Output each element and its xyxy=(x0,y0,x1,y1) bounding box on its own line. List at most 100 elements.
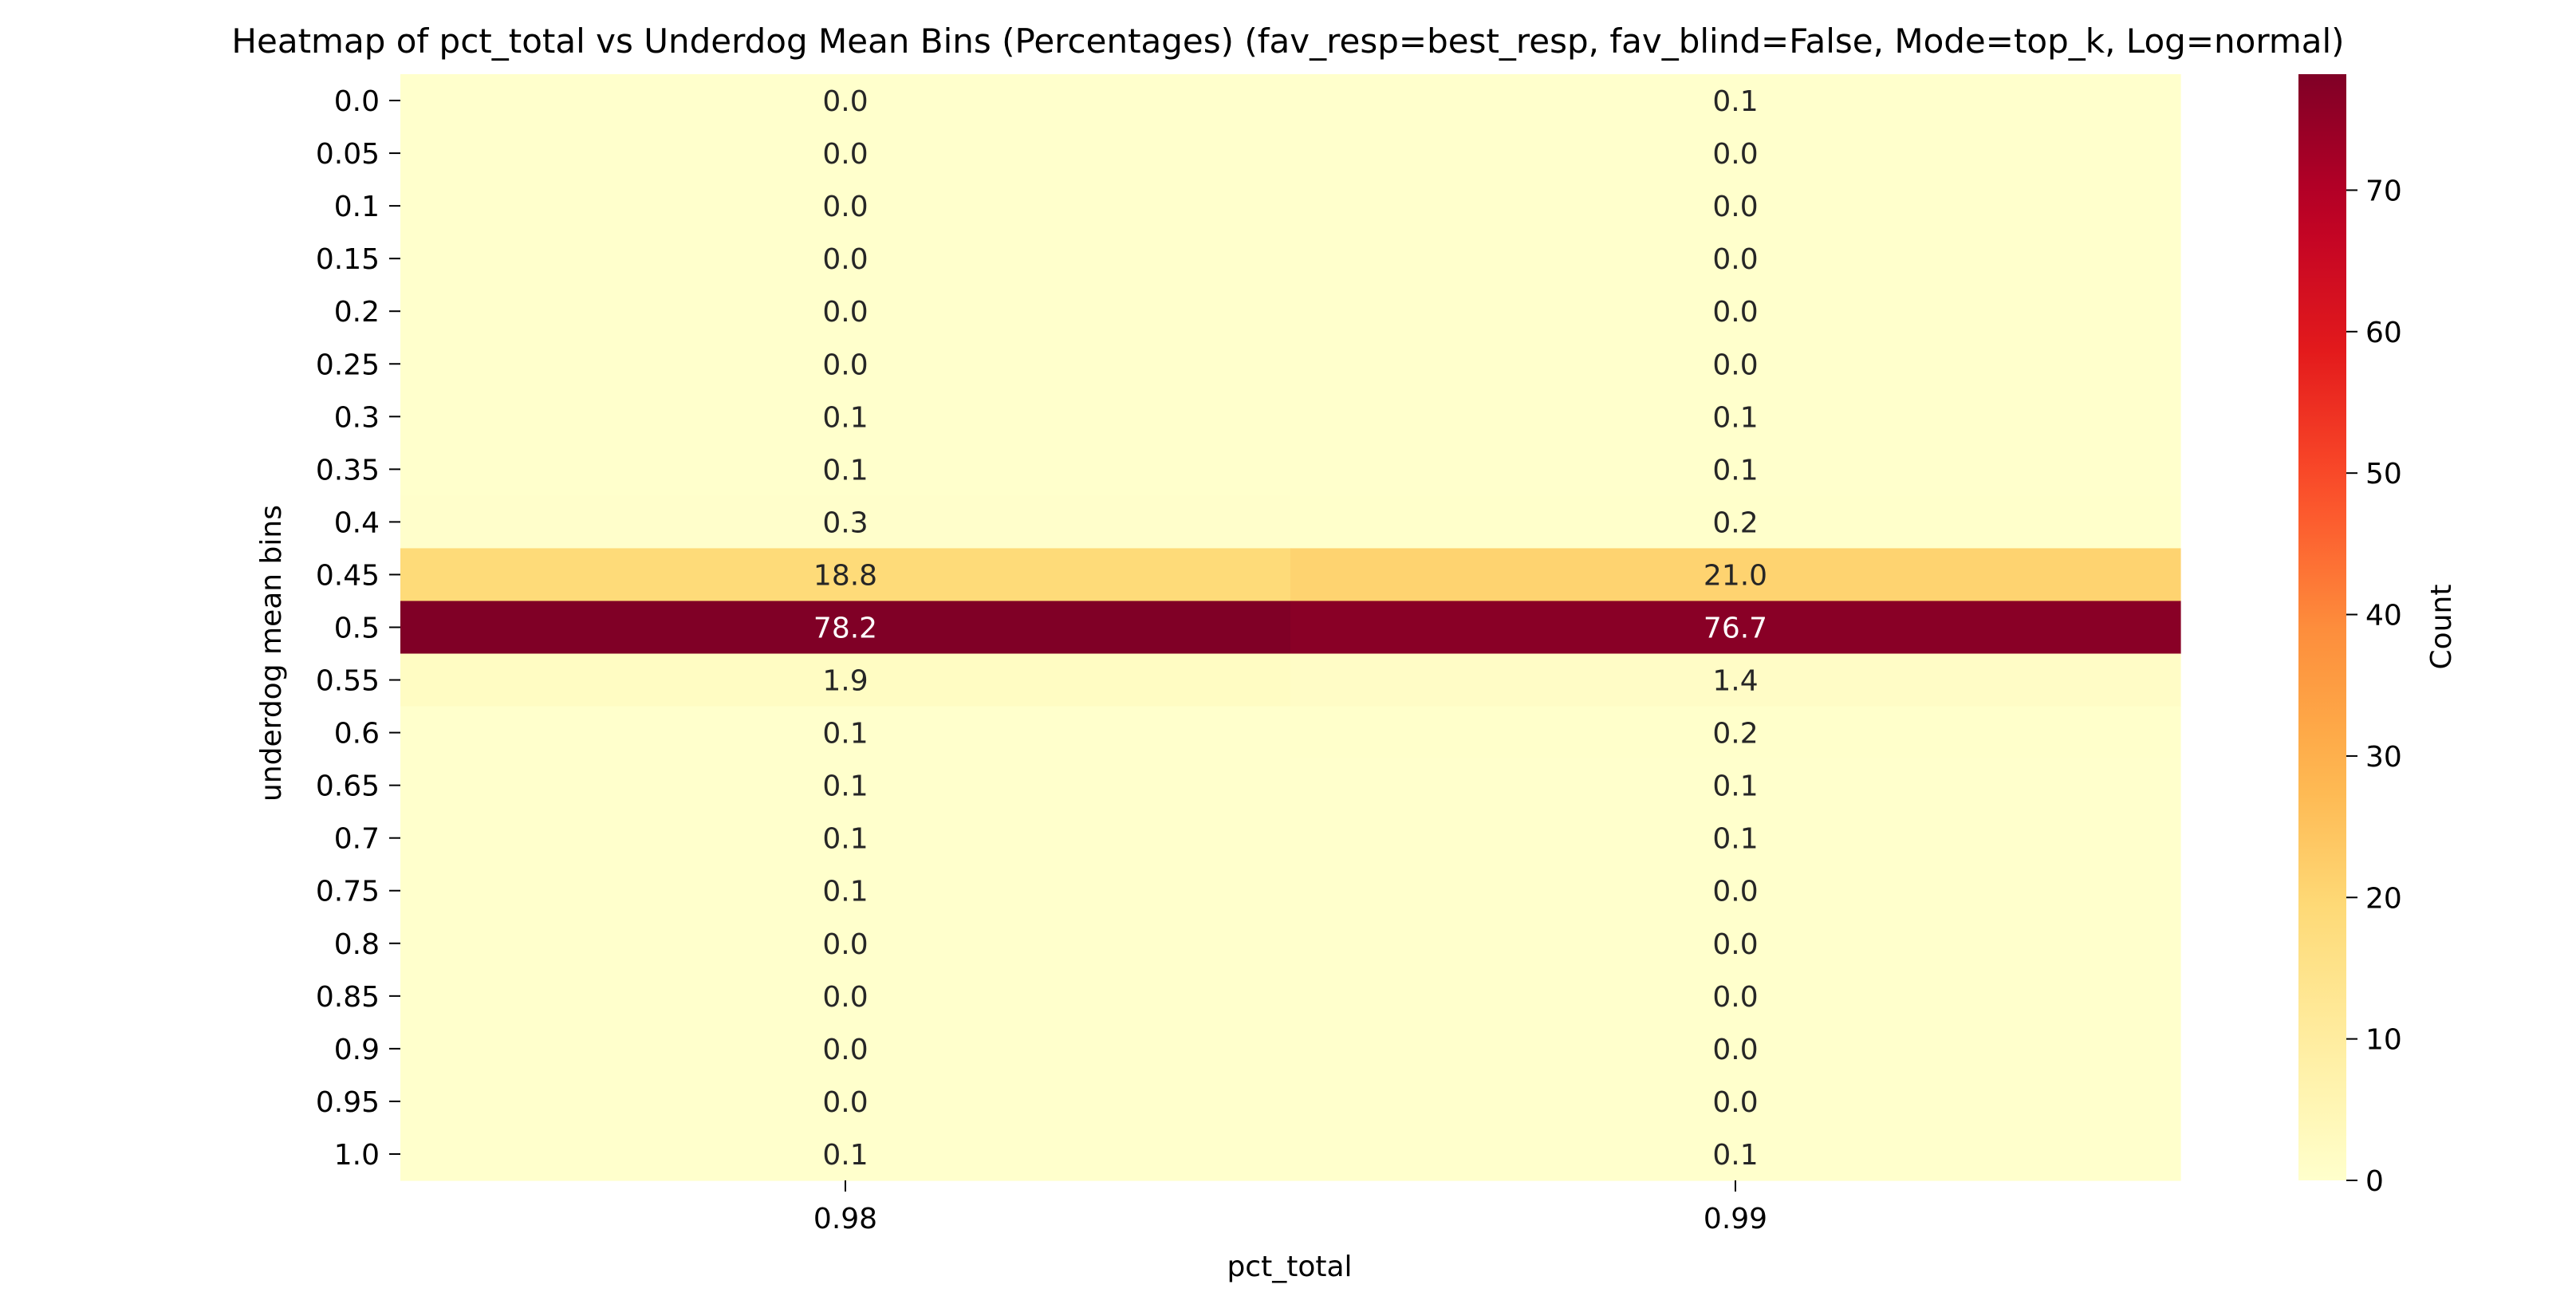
cell-value-label: 0.0 xyxy=(1712,1086,1758,1119)
cell-value-label: 0.0 xyxy=(1712,876,1758,908)
y-tick-label: 0.55 xyxy=(316,665,380,698)
colorbar-tick-label: 70 xyxy=(2365,175,2402,207)
heatmap-cell xyxy=(400,74,1291,128)
cell-value-label: 0.0 xyxy=(822,85,868,118)
heatmap-cell xyxy=(400,1127,1291,1181)
cell-value-label: 0.0 xyxy=(1712,191,1758,223)
y-tick-label: 0.65 xyxy=(316,770,380,803)
cell-value-label: 1.9 xyxy=(822,665,868,698)
y-tick-label: 1.0 xyxy=(334,1139,380,1172)
cell-value-label: 0.1 xyxy=(822,770,868,803)
heatmap-cell xyxy=(400,285,1291,338)
cell-value-label: 76.7 xyxy=(1704,613,1767,645)
cell-value-label: 0.0 xyxy=(822,981,868,1014)
y-tick-label: 0.8 xyxy=(334,928,380,961)
cell-value-label: 0.0 xyxy=(822,928,868,961)
y-tick-label: 0.5 xyxy=(334,613,380,645)
y-tick-label: 0.95 xyxy=(316,1086,380,1119)
cell-value-label: 0.1 xyxy=(1712,770,1758,803)
y-tick-label: 0.9 xyxy=(334,1034,380,1066)
heatmap-cell xyxy=(400,337,1291,391)
y-tick-label: 0.25 xyxy=(316,349,380,381)
cell-value-label: 0.1 xyxy=(822,718,868,750)
heatmap-cell xyxy=(400,864,1291,918)
cell-value-label: 78.2 xyxy=(813,613,877,645)
y-tick-label: 0.1 xyxy=(334,191,380,223)
x-axis-label: pct_total xyxy=(1227,1251,1352,1283)
heatmap-cell xyxy=(400,179,1291,233)
colorbar-tick-label: 20 xyxy=(2365,882,2402,915)
y-tick-label: 0.75 xyxy=(316,876,380,908)
cell-value-label: 0.0 xyxy=(1712,981,1758,1014)
colorbar-tick-label: 50 xyxy=(2365,458,2402,490)
y-axis-label: underdog mean bins xyxy=(255,505,288,802)
heatmap-cell xyxy=(1290,443,2181,496)
colorbar-gradient xyxy=(2298,74,2346,1180)
heatmap-cell xyxy=(1290,969,2181,1023)
y-tick-label: 0.4 xyxy=(334,506,380,539)
heatmap-cell xyxy=(1290,232,2181,286)
heatmap-cell xyxy=(400,232,1291,286)
colorbar-tick-label: 30 xyxy=(2365,741,2402,774)
heatmap-cell xyxy=(1290,1127,2181,1181)
heatmap-cell xyxy=(1290,1022,2181,1076)
heatmap-cell xyxy=(1290,179,2181,233)
cell-value-label: 0.0 xyxy=(1712,928,1758,961)
heatmap-cell xyxy=(1290,864,2181,918)
cell-value-label: 21.0 xyxy=(1704,559,1767,592)
cell-value-label: 18.8 xyxy=(813,559,877,592)
heatmap-cell xyxy=(1290,390,2181,443)
heatmap-cell xyxy=(1290,127,2181,180)
cell-value-label: 0.1 xyxy=(1712,85,1758,118)
heatmap-cell xyxy=(400,1022,1291,1076)
cell-value-label: 0.0 xyxy=(1712,349,1758,381)
heatmap-cell xyxy=(1290,601,2181,655)
cell-value-label: 0.1 xyxy=(822,876,868,908)
colorbar-tick-label: 40 xyxy=(2365,600,2402,632)
cell-value-label: 0.0 xyxy=(1712,138,1758,171)
cell-value-label: 0.0 xyxy=(1712,296,1758,329)
heatmap-cell xyxy=(400,811,1291,865)
y-tick-label: 0.2 xyxy=(334,296,380,329)
colorbar-tick-label: 0 xyxy=(2365,1165,2384,1198)
colorbar-tick-label: 10 xyxy=(2365,1024,2402,1057)
colorbar-label: Count xyxy=(2425,585,2458,670)
heatmap-cell xyxy=(1290,706,2181,760)
y-tick-label: 0.35 xyxy=(316,454,380,487)
colorbar: 0 10 20 30 40 50 60 70 xyxy=(2298,74,2402,1198)
heatmap-cell xyxy=(400,495,1291,550)
heatmap-cell xyxy=(400,548,1291,602)
y-tick-label: 0.3 xyxy=(334,401,380,434)
cell-value-label: 0.1 xyxy=(822,823,868,856)
heatmap-cell xyxy=(1290,653,2181,707)
heatmap-cell xyxy=(400,758,1291,813)
x-axis: 0.98 0.99 xyxy=(813,1180,1767,1235)
heatmap-cell xyxy=(1290,337,2181,391)
x-tick-label: 0.98 xyxy=(813,1203,877,1235)
cell-value-label: 0.0 xyxy=(822,138,868,171)
colorbar-tick-label: 60 xyxy=(2365,317,2402,349)
y-tick-label: 0.7 xyxy=(334,823,380,856)
cell-value-label: 0.0 xyxy=(822,243,868,276)
heatmap-cell xyxy=(1290,916,2181,971)
heatmap-cell xyxy=(400,390,1291,443)
cell-value-label: 0.3 xyxy=(822,506,868,539)
heatmap-cell xyxy=(400,127,1291,180)
cell-value-label: 0.1 xyxy=(1712,401,1758,434)
cell-value-label: 0.1 xyxy=(822,1139,868,1172)
heatmap-cell xyxy=(400,1074,1291,1129)
y-tick-label: 0.45 xyxy=(316,559,380,592)
cell-value-label: 0.0 xyxy=(822,191,868,223)
heatmap-cell xyxy=(400,706,1291,760)
cell-value-label: 0.0 xyxy=(822,1034,868,1066)
cell-value-label: 0.1 xyxy=(1712,454,1758,487)
heatmap-cell xyxy=(400,969,1291,1023)
cell-value-labels: 0.0 0.1 0.0 0.0 0.0 0.0 0.0 0.0 0.0 0.0 0.0 0.0 0.1 0… xyxy=(813,85,1767,1172)
cell-value-label: 0.0 xyxy=(1712,243,1758,276)
heatmap-cell xyxy=(1290,285,2181,338)
y-tick-label: 0.6 xyxy=(334,718,380,750)
x-tick-label: 0.99 xyxy=(1704,1203,1767,1235)
cell-value-label: 0.2 xyxy=(1712,506,1758,539)
cell-value-label: 0.0 xyxy=(822,349,868,381)
